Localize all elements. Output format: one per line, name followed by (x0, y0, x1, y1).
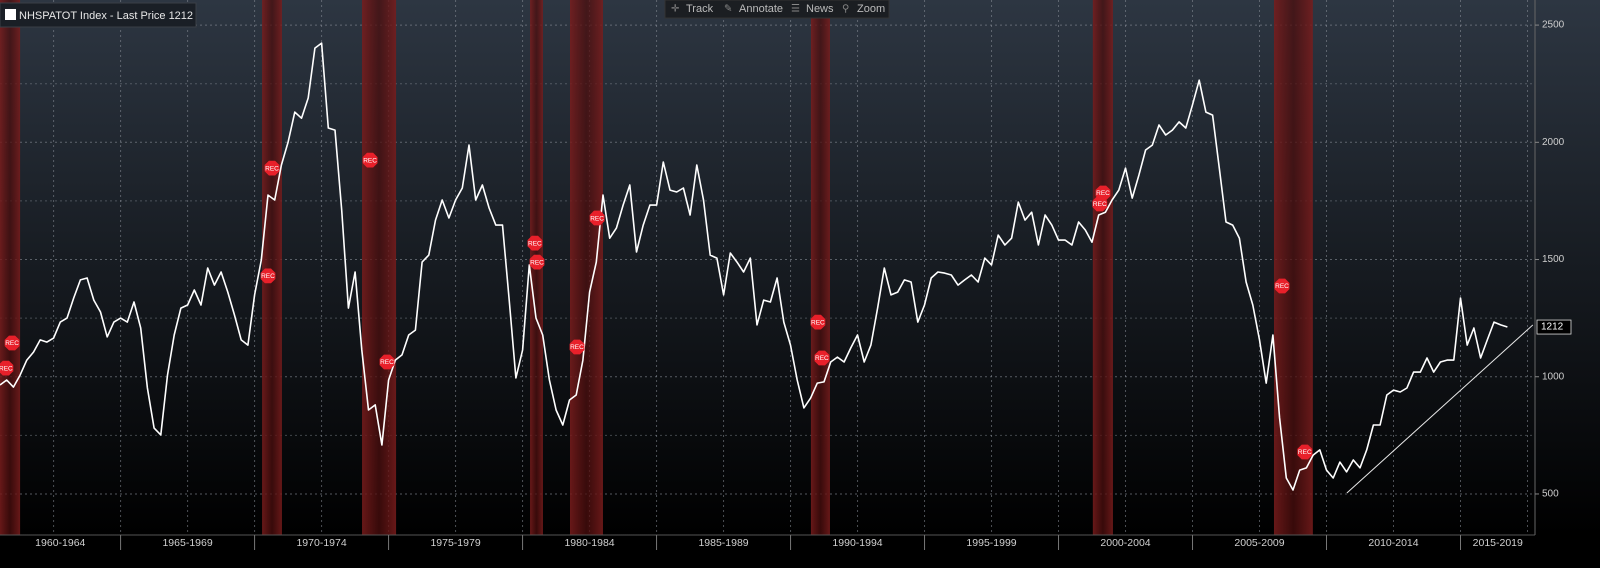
recession-band (810, 0, 830, 535)
x-axis-strip (0, 535, 1600, 563)
rec-marker-label: REC (265, 165, 279, 172)
x-group-label: 1965-1969 (162, 537, 212, 549)
rec-marker-label: REC (363, 157, 377, 164)
rec-marker (527, 235, 543, 251)
x-group-label: 1985-1989 (698, 537, 748, 549)
rec-marker-label: REC (1093, 201, 1107, 208)
x-group-label: 2010-2014 (1368, 537, 1418, 549)
recession-band (1092, 0, 1113, 535)
x-group-label: 1970-1974 (296, 537, 346, 549)
rec-marker (1092, 196, 1108, 212)
news-label: News (806, 3, 834, 15)
news-button[interactable]: ☰ News (791, 3, 834, 15)
price-line (0, 42, 1508, 491)
rec-marker (264, 160, 280, 176)
zoom-button[interactable]: ⚲ Zoom (842, 3, 885, 15)
recession-band (569, 0, 603, 535)
rec-marker (589, 210, 605, 226)
track-label: Track (686, 3, 714, 15)
last-price-box (1536, 319, 1572, 335)
zoom-icon: ⚲ (842, 4, 849, 15)
annotate-button[interactable]: ✎ Annotate (724, 3, 783, 15)
recession-band (362, 0, 397, 535)
y-tick-label: 2000 (1542, 137, 1565, 148)
toolbar: ✛ Track ✎ Annotate ☰ News ⚲ Zoom (664, 0, 890, 19)
x-group-label: 1960-1964 (35, 537, 85, 549)
rec-marker (260, 268, 276, 284)
zoom-label: Zoom (857, 3, 885, 15)
x-group-label: 2015-2019 (1473, 537, 1523, 549)
rec-marker (529, 254, 545, 270)
rec-marker-label: REC (811, 319, 825, 326)
legend-label: NHSPATOT Index - Last Price 1212 (19, 10, 193, 22)
rec-marker-label: REC (528, 240, 542, 247)
recession-band (262, 0, 282, 535)
rec-marker (379, 354, 395, 370)
rec-marker (1274, 278, 1290, 294)
y-tick-label: 1000 (1542, 371, 1565, 382)
news-icon: ☰ (791, 4, 800, 15)
trendline (1346, 324, 1534, 494)
track-icon: ✛ (671, 4, 679, 15)
track-button[interactable]: ✛ Track (671, 3, 714, 15)
rec-marker (1297, 444, 1313, 460)
rec-marker-label: REC (570, 344, 584, 351)
x-group-label: 1995-1999 (966, 537, 1016, 549)
x-group-label: 2005-2009 (1234, 537, 1284, 549)
x-group-label: 2000-2004 (1100, 537, 1150, 549)
rec-marker (362, 152, 378, 168)
rec-marker-label: REC (261, 273, 275, 280)
rec-marker (4, 335, 20, 351)
rec-marker-label: REC (5, 340, 19, 347)
rec-marker-label: REC (380, 359, 394, 366)
rec-marker-label: REC (1298, 449, 1312, 456)
last-price-label: 1212 (1541, 322, 1564, 333)
rec-marker-label: REC (1096, 190, 1110, 197)
rec-marker (810, 314, 826, 330)
plot-background (0, 0, 1600, 535)
x-group-label: 1975-1979 (430, 537, 480, 549)
rec-marker (814, 350, 830, 366)
y-tick-label: 1500 (1542, 254, 1565, 265)
annotate-icon: ✎ (724, 4, 732, 15)
rec-marker-label: REC (1275, 283, 1289, 290)
annotate-label: Annotate (739, 3, 783, 15)
y-tick-label: 2500 (1542, 20, 1565, 31)
rec-marker (569, 339, 585, 355)
x-group-label: 1980-1984 (564, 537, 614, 549)
rec-marker-label: REC (815, 355, 829, 362)
legend-swatch (5, 9, 16, 20)
toolbar-bg (664, 0, 890, 19)
rec-marker-label: REC (0, 365, 13, 372)
rec-marker (0, 360, 14, 376)
recession-band (0, 0, 21, 535)
legend-box (0, 2, 197, 28)
y-tick-label: 500 (1542, 489, 1559, 500)
rec-marker-label: REC (590, 215, 604, 222)
x-group-label: 1990-1994 (832, 537, 882, 549)
rec-marker-label: REC (530, 259, 544, 266)
